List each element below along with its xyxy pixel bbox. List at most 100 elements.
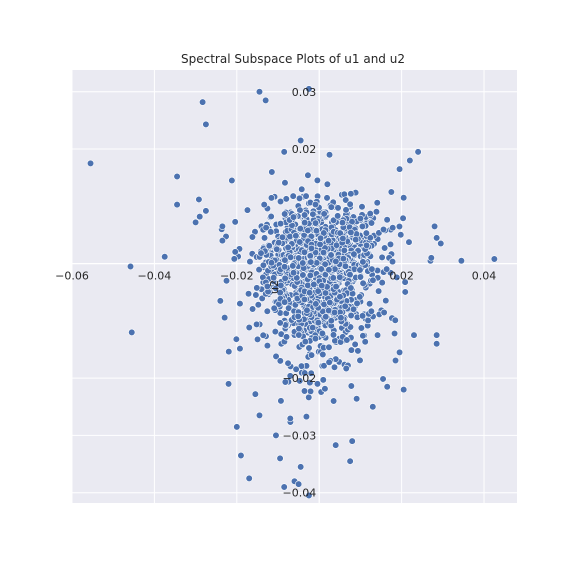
scatter-point bbox=[310, 280, 318, 289]
scatter-point bbox=[327, 317, 335, 325]
x-tick-label: −0.04 bbox=[138, 270, 172, 283]
x-tick-label: 0.02 bbox=[389, 270, 414, 283]
scatter-point bbox=[281, 210, 289, 218]
scatter-point bbox=[379, 375, 387, 383]
scatter-point bbox=[276, 357, 284, 365]
scatter-point bbox=[373, 199, 381, 207]
scatter-point bbox=[342, 196, 350, 204]
scatter-point bbox=[347, 346, 356, 354]
scatter-point bbox=[303, 306, 311, 314]
scatter-point bbox=[490, 255, 498, 263]
scatter-point bbox=[346, 200, 354, 208]
scatter-point bbox=[332, 283, 340, 291]
scatter-point bbox=[302, 412, 311, 421]
scatter-point bbox=[232, 335, 240, 343]
scatter-point bbox=[320, 362, 328, 370]
scatter-point bbox=[437, 239, 445, 248]
scatter-point bbox=[430, 222, 439, 230]
scatter-point bbox=[302, 192, 310, 200]
scatter-point bbox=[173, 172, 181, 181]
scatter-point bbox=[330, 397, 338, 405]
scatter-point bbox=[318, 281, 326, 290]
scatter-point bbox=[224, 380, 233, 388]
scatter-point bbox=[414, 148, 422, 156]
scatter-point bbox=[369, 403, 377, 411]
scatter-point bbox=[300, 295, 309, 304]
scatter-point bbox=[356, 273, 365, 281]
scatter-point bbox=[321, 260, 329, 268]
scatter-point bbox=[340, 246, 348, 254]
scatter-point bbox=[347, 190, 355, 198]
scatter-point bbox=[248, 305, 257, 313]
scatter-point bbox=[237, 451, 245, 460]
scatter-point bbox=[306, 387, 315, 395]
scatter-point bbox=[297, 136, 305, 145]
scatter-point bbox=[334, 204, 342, 212]
scatter-point bbox=[245, 474, 253, 482]
y-tick-label: 0.03 bbox=[292, 86, 317, 99]
scatter-point bbox=[313, 380, 322, 388]
scatter-point bbox=[350, 250, 358, 258]
scatter-point bbox=[356, 356, 364, 364]
scatter-point bbox=[173, 201, 181, 209]
scatter-point bbox=[270, 274, 278, 282]
scatter-point bbox=[263, 282, 271, 290]
scatter-point bbox=[319, 248, 328, 257]
scatter-point bbox=[282, 195, 290, 203]
scatter-point bbox=[395, 222, 404, 231]
scatter-point bbox=[265, 242, 273, 250]
scatter-point bbox=[300, 387, 309, 395]
scatter-point bbox=[327, 251, 335, 259]
scatter-point bbox=[427, 254, 435, 262]
scatter-point bbox=[267, 228, 275, 236]
scatter-point bbox=[352, 236, 360, 244]
scatter-point bbox=[314, 287, 322, 295]
scatter-point bbox=[230, 255, 238, 263]
scatter-point bbox=[295, 480, 303, 488]
scatter-point bbox=[272, 431, 280, 440]
scatter-point bbox=[401, 288, 409, 296]
scatter-point bbox=[346, 457, 354, 465]
scatter-point bbox=[309, 324, 317, 332]
grid-lines bbox=[71, 70, 517, 503]
scatter-point bbox=[231, 218, 239, 226]
scatter-point bbox=[356, 266, 364, 274]
scatter-point bbox=[218, 237, 226, 245]
scatter-point bbox=[312, 300, 320, 308]
scatter-point bbox=[358, 312, 367, 320]
scatter-point bbox=[216, 297, 224, 305]
scatter-point bbox=[280, 483, 288, 491]
scatter-point bbox=[202, 207, 210, 215]
scatter-point bbox=[405, 238, 413, 246]
scatter-point bbox=[353, 299, 361, 307]
scatter-point bbox=[322, 313, 330, 321]
scatter-point bbox=[236, 300, 244, 308]
scatter-point bbox=[161, 253, 169, 261]
scatter-point bbox=[323, 180, 331, 188]
scatter-point bbox=[253, 320, 261, 329]
scatter-point bbox=[289, 192, 297, 200]
x-tick-label: −0.02 bbox=[220, 270, 254, 283]
scatter-point bbox=[383, 216, 391, 224]
scatter-point bbox=[378, 253, 386, 262]
scatter-point bbox=[319, 350, 327, 359]
scatter-point bbox=[285, 304, 293, 312]
scatter-point bbox=[325, 266, 333, 274]
scatter-point bbox=[325, 237, 333, 245]
scatter-point bbox=[307, 351, 316, 359]
scatter-point bbox=[281, 256, 289, 264]
scatter-point bbox=[228, 176, 236, 185]
scatter-point bbox=[362, 241, 371, 249]
scatter-point bbox=[251, 390, 259, 398]
scatter-point bbox=[273, 245, 281, 253]
scatter-point bbox=[306, 289, 314, 297]
scatter-point bbox=[311, 200, 320, 209]
scatter-point bbox=[391, 356, 400, 365]
scatter-point bbox=[378, 279, 386, 287]
scatter-point bbox=[218, 222, 226, 230]
scatter-point bbox=[406, 156, 414, 165]
scatter-point bbox=[299, 271, 307, 279]
scatter-point bbox=[284, 243, 292, 251]
scatter-point bbox=[383, 383, 391, 391]
y-tick-label: −0.04 bbox=[283, 487, 317, 500]
